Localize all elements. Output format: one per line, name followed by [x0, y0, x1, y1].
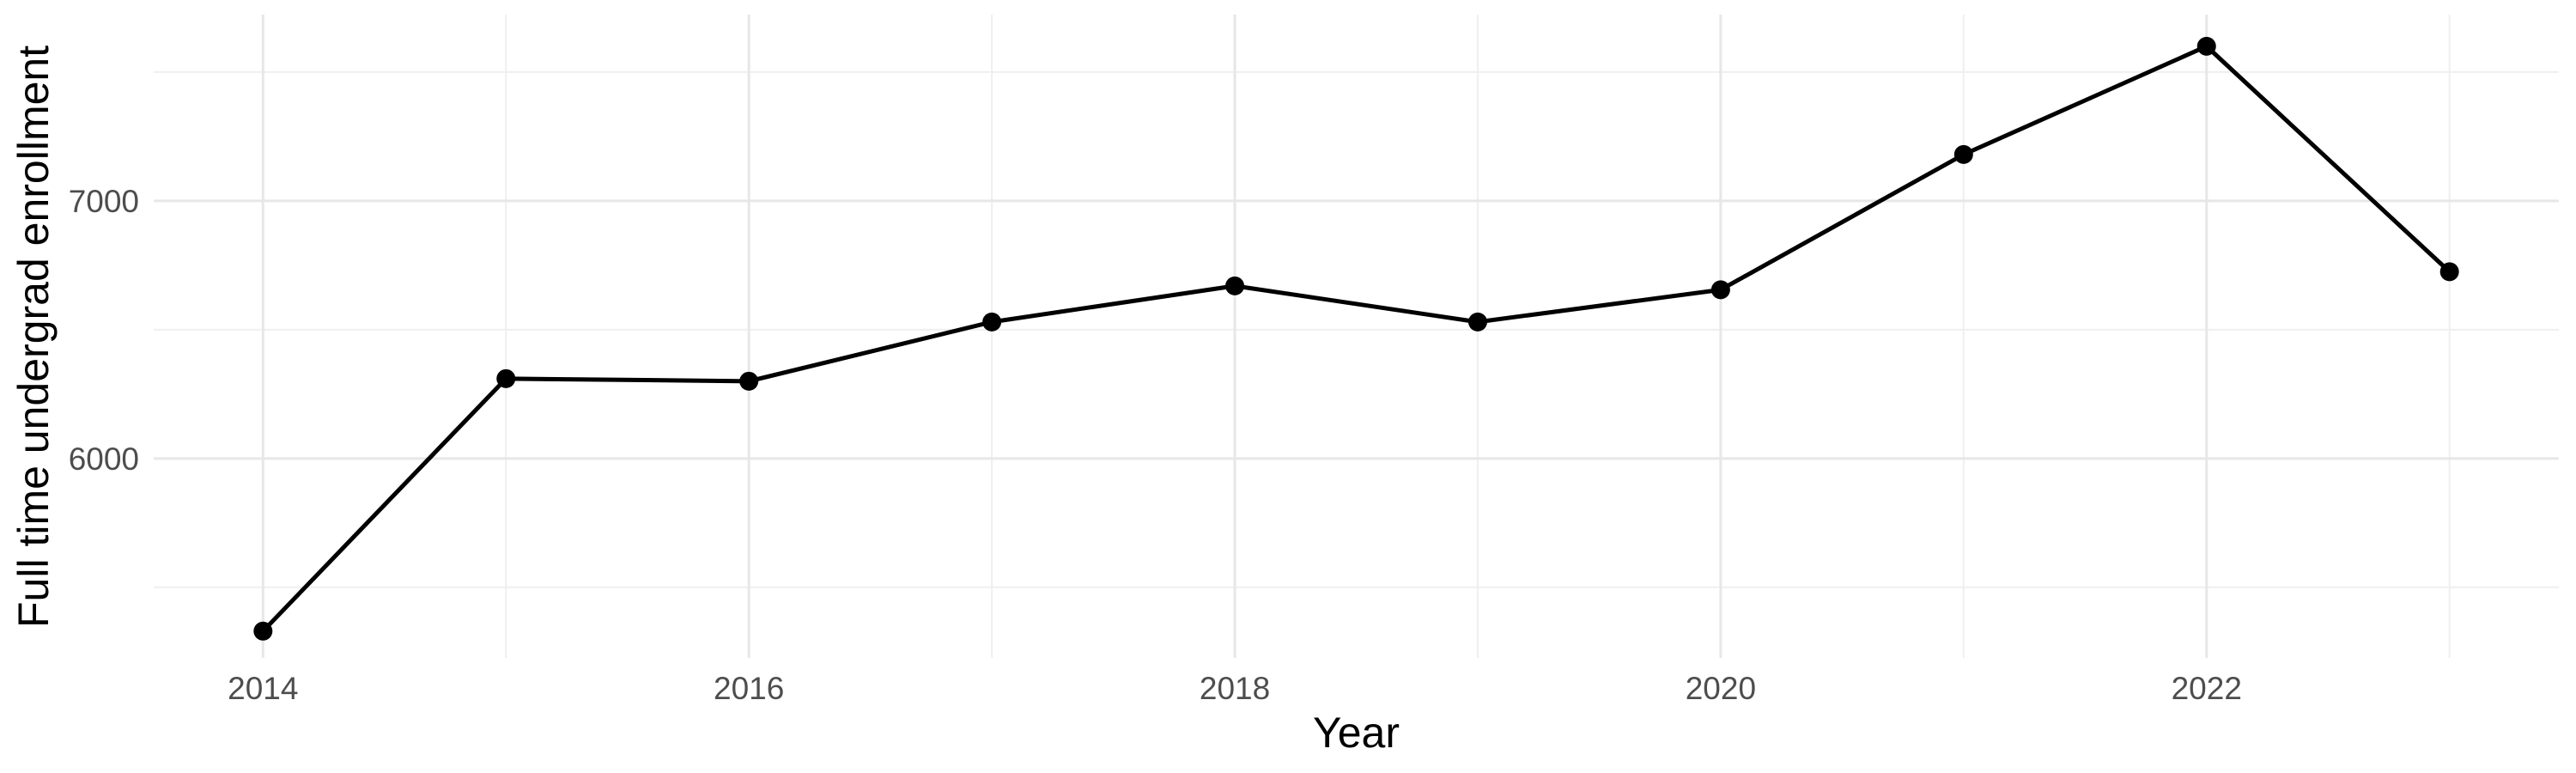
data-point — [496, 368, 516, 388]
data-point — [2196, 36, 2216, 56]
data-point — [1710, 280, 1730, 300]
x-tick-label: 2018 — [1200, 671, 1270, 706]
x-tick-label: 2014 — [228, 671, 298, 706]
data-point — [253, 621, 273, 641]
x-tick-label: 2020 — [1686, 671, 1756, 706]
x-tick-label: 2016 — [714, 671, 784, 706]
x-tick-label: 2022 — [2172, 671, 2242, 706]
enrollment-line — [261, 44, 2451, 633]
y-axis-title: Full time undergrad enrollment — [9, 45, 58, 628]
data-point — [982, 312, 1002, 332]
data-point — [1225, 276, 1245, 295]
data-point — [739, 371, 759, 391]
y-tick-label: 7000 — [69, 184, 139, 219]
x-axis-title: Year — [1312, 709, 1400, 757]
y-tick-label: 6000 — [69, 441, 139, 477]
data-point — [1953, 144, 1973, 164]
data-point — [1467, 312, 1487, 332]
data-point — [2439, 262, 2459, 282]
